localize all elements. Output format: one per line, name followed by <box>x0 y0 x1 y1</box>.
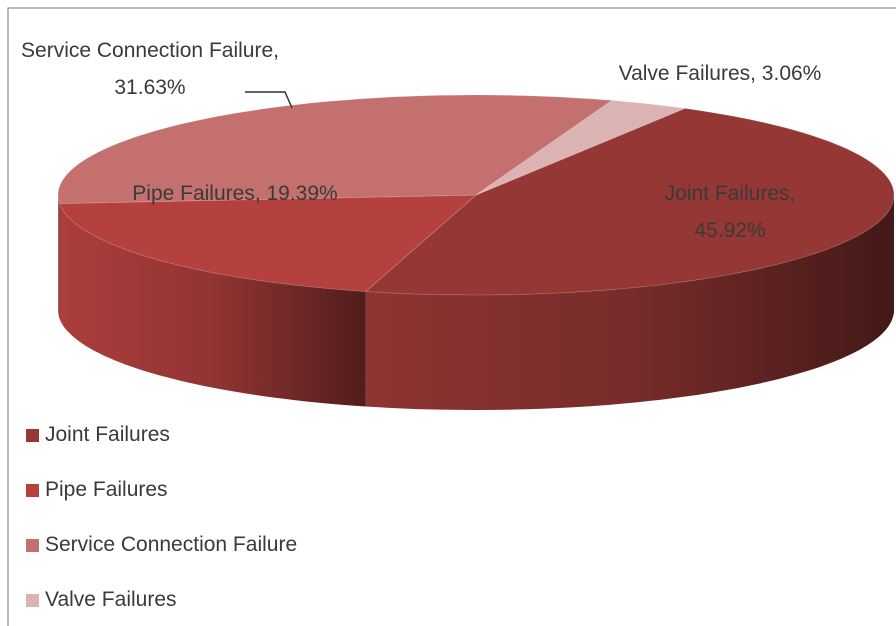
legend-swatch <box>26 593 39 607</box>
legend-item: Pipe Failures <box>26 478 168 502</box>
data-label: Valve Failures, 3.06% <box>618 62 822 85</box>
chart-border <box>7 7 896 626</box>
slice <box>475 99 687 196</box>
data-label: Joint Failures, 45.92% <box>664 182 796 242</box>
legend-item: Valve Failures <box>26 588 177 612</box>
side-shade <box>58 195 60 319</box>
legend-label: Joint Failures <box>45 423 170 446</box>
legend-item: Service Connection Failure <box>26 533 297 557</box>
leader-line <box>245 91 293 109</box>
legend-swatch <box>26 538 39 552</box>
data-label: Pipe Failures, 19.39% <box>132 182 338 205</box>
legend-item: Joint Failures <box>26 423 170 447</box>
legend-label: Service Connection Failure <box>45 533 298 556</box>
legend-label: Pipe Failures <box>45 478 168 501</box>
legend-label: Valve Failures <box>45 588 177 611</box>
slice <box>364 107 895 296</box>
side-shade <box>59 203 366 407</box>
legend-swatch <box>26 428 39 442</box>
pie <box>57 94 895 410</box>
slice <box>57 94 614 205</box>
data-label: Service Connection Failure, 31.63% <box>21 39 279 99</box>
slice <box>58 194 478 293</box>
side-shade <box>365 195 895 410</box>
legend-swatch <box>26 483 39 497</box>
